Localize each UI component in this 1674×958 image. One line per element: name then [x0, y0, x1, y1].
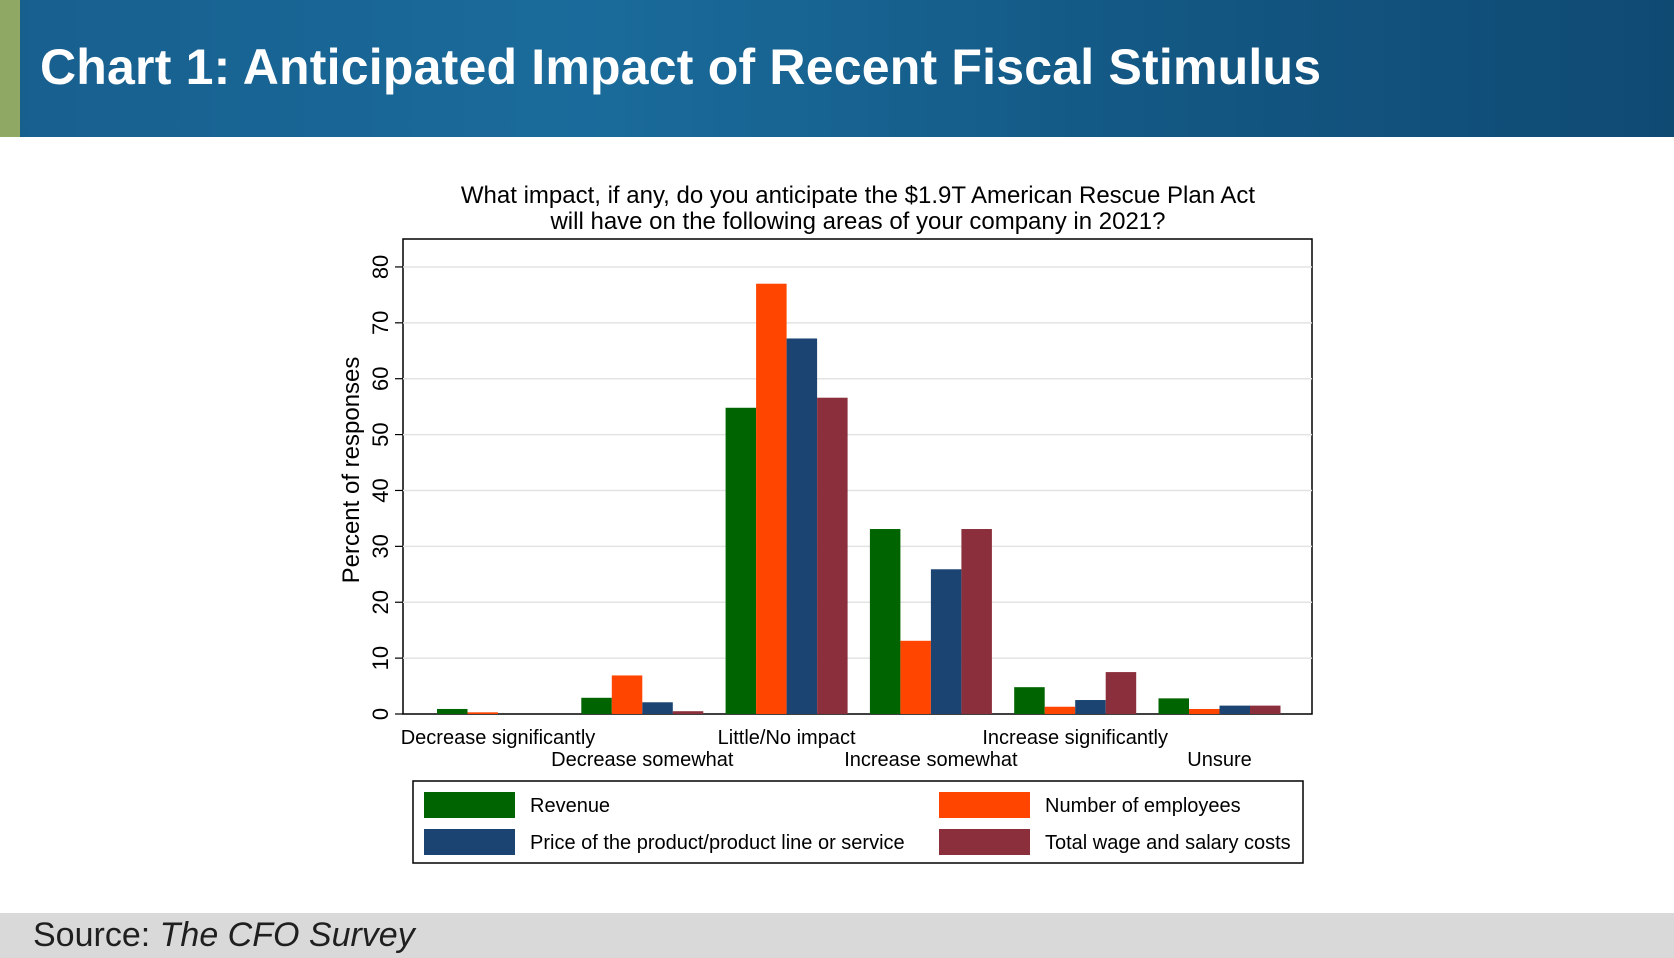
chart-title: What impact, if any, do you anticipate t… [461, 182, 1256, 235]
y-tick-label: 20 [368, 590, 393, 614]
bar [900, 640, 931, 714]
source-name: The CFO Survey [159, 916, 415, 954]
x-tick-label: Little/No impact [718, 727, 856, 749]
bar [611, 675, 643, 714]
bar [869, 529, 901, 714]
header-accent-bar [0, 0, 20, 137]
x-tick-label: Decrease somewhat [551, 749, 734, 771]
bar [1075, 700, 1106, 714]
y-tick-label: 10 [368, 646, 393, 670]
header-banner: Chart 1: Anticipated Impact of Recent Fi… [0, 0, 1674, 137]
source-footer: Source: The CFO Survey [0, 913, 1674, 958]
legend-label: Revenue [530, 795, 610, 817]
bar [581, 697, 612, 714]
y-tick-label: 0 [368, 708, 393, 720]
legend-swatch [939, 792, 1030, 818]
plot-area-frame [402, 238, 1313, 715]
bar [1189, 708, 1220, 714]
bars [437, 283, 1281, 714]
bar [1158, 698, 1189, 714]
legend-label: Number of employees [1045, 795, 1241, 817]
source-label: Source: [33, 916, 151, 954]
x-tick-label: Unsure [1187, 749, 1251, 771]
legend-label: Price of the product/product line or ser… [530, 832, 905, 854]
legend: Revenue Number of employees Price of the p… [424, 792, 1291, 855]
bar-chart: What impact, if any, do you anticipate t… [338, 182, 1313, 864]
legend-swatch [939, 829, 1030, 855]
bar [786, 338, 818, 714]
bar [756, 283, 787, 714]
bar [725, 407, 757, 714]
bar [817, 397, 848, 714]
bar [1014, 687, 1045, 714]
source-text: Source: The CFO Survey [33, 916, 415, 955]
bar [642, 702, 673, 714]
bar [961, 529, 992, 714]
legend-label: Total wage and salary costs [1045, 832, 1291, 854]
y-tick-label: 30 [368, 534, 393, 558]
bar [437, 708, 468, 714]
y-tick-label: 70 [368, 311, 393, 335]
y-axis-label: Percent of responses [338, 357, 365, 584]
bar [1044, 706, 1076, 714]
page-title: Chart 1: Anticipated Impact of Recent Fi… [40, 39, 1322, 95]
bar [1219, 705, 1250, 714]
bar [467, 712, 498, 714]
y-tick-label: 60 [368, 366, 393, 390]
x-tick-label: Decrease significantly [401, 727, 596, 749]
chart-title-line: What impact, if any, do you anticipate t… [461, 182, 1256, 209]
chart-title-line: will have on the following areas of your… [549, 208, 1165, 235]
legend-swatch [424, 829, 515, 855]
bar [672, 711, 704, 714]
y-tick-label: 80 [368, 255, 393, 279]
bar [930, 569, 962, 714]
y-axis-ticks: 0 10 20 30 40 50 60 70 80 [368, 255, 403, 720]
bar [1105, 672, 1137, 714]
gridlines [403, 266, 1312, 659]
x-tick-label: Increase somewhat [844, 749, 1018, 771]
legend-box [412, 780, 1304, 864]
x-tick-label: Increase significantly [982, 727, 1168, 749]
legend-swatch [424, 792, 515, 818]
y-tick-label: 40 [368, 478, 393, 502]
y-tick-label: 50 [368, 422, 393, 446]
bar [1250, 705, 1281, 714]
